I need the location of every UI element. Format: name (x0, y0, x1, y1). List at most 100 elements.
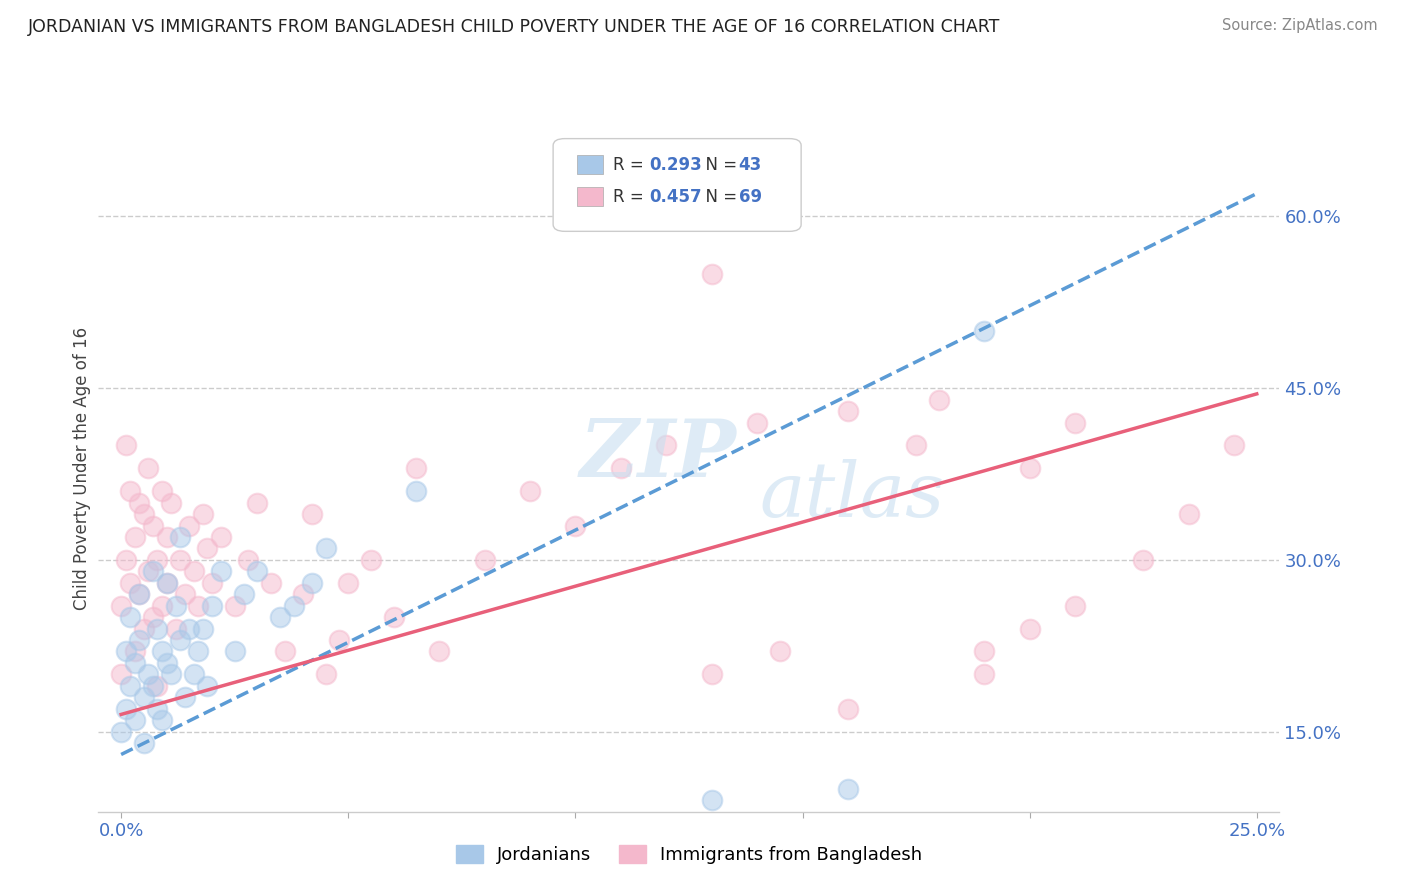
Point (155, 656, 177, 670)
Point (769, 644, 792, 658)
Point (146, 679, 169, 693)
Point (128, 496, 150, 510)
Point (183, 565, 205, 579)
Point (120, 575, 142, 590)
Text: R =: R = (613, 156, 650, 174)
Text: 0.457: 0.457 (648, 188, 702, 206)
Point (165, 622, 187, 636)
Point (120, 679, 142, 693)
Point (269, 610, 291, 624)
Point (973, 667, 995, 681)
Point (169, 633, 191, 648)
Point (232, 587, 254, 601)
Point (146, 701, 169, 715)
Point (519, 484, 541, 499)
Point (173, 690, 195, 705)
Point (120, 610, 142, 624)
Point (165, 599, 187, 613)
Point (474, 553, 496, 567)
Point (114, 438, 136, 452)
Point (124, 713, 146, 727)
Point (301, 507, 323, 521)
Point (209, 530, 232, 544)
Point (283, 599, 305, 613)
Point (564, 518, 586, 533)
Point (1177, 507, 1199, 521)
Point (187, 644, 209, 658)
Point (150, 599, 173, 613)
Text: N =: N = (695, 188, 742, 206)
Point (700, 667, 723, 681)
Point (700, 793, 723, 807)
Text: Source: ZipAtlas.com: Source: ZipAtlas.com (1222, 18, 1378, 33)
Legend: Jordanians, Immigrants from Bangladesh: Jordanians, Immigrants from Bangladesh (449, 838, 929, 871)
Point (142, 565, 165, 579)
Text: 43: 43 (738, 156, 762, 174)
Point (201, 599, 224, 613)
Text: R =: R = (613, 188, 650, 206)
Point (360, 553, 382, 567)
Point (905, 438, 928, 452)
Point (110, 599, 132, 613)
Point (1064, 416, 1087, 430)
Point (224, 644, 246, 658)
Point (197, 679, 219, 693)
Point (128, 587, 150, 601)
Point (179, 622, 201, 636)
Point (110, 667, 132, 681)
Point (124, 530, 146, 544)
Point (142, 679, 165, 693)
Point (246, 565, 269, 579)
Point (120, 484, 142, 499)
Point (382, 610, 405, 624)
Point (150, 484, 173, 499)
Point (132, 736, 155, 750)
Point (315, 667, 337, 681)
Point (110, 724, 132, 739)
Point (745, 416, 768, 430)
Text: 69: 69 (738, 188, 762, 206)
Point (114, 644, 136, 658)
Y-axis label: Child Poverty Under the Age of 16: Child Poverty Under the Age of 16 (73, 326, 91, 610)
Point (1018, 622, 1040, 636)
Point (173, 587, 195, 601)
Point (155, 575, 177, 590)
FancyBboxPatch shape (576, 186, 603, 206)
Point (246, 496, 269, 510)
FancyBboxPatch shape (576, 155, 603, 174)
Point (191, 622, 214, 636)
Point (142, 610, 165, 624)
Point (427, 644, 450, 658)
Point (1018, 461, 1040, 475)
Point (150, 644, 173, 658)
Point (114, 553, 136, 567)
Point (837, 404, 859, 418)
Point (132, 622, 155, 636)
Point (928, 392, 950, 407)
Point (655, 438, 678, 452)
Point (260, 575, 283, 590)
Point (1064, 599, 1087, 613)
FancyBboxPatch shape (553, 138, 801, 231)
Point (405, 484, 427, 499)
Text: ZIP: ZIP (579, 416, 737, 493)
Point (1132, 553, 1154, 567)
Point (224, 599, 246, 613)
Text: atlas: atlas (759, 458, 945, 533)
Point (160, 667, 183, 681)
Point (328, 633, 350, 648)
Point (169, 530, 191, 544)
Point (155, 575, 177, 590)
Point (114, 701, 136, 715)
Point (301, 575, 323, 590)
Point (132, 690, 155, 705)
Point (973, 644, 995, 658)
Point (337, 575, 360, 590)
Point (700, 267, 723, 281)
Point (132, 507, 155, 521)
Point (146, 553, 169, 567)
Point (138, 667, 160, 681)
Point (160, 496, 183, 510)
Point (128, 587, 150, 601)
Point (183, 667, 205, 681)
